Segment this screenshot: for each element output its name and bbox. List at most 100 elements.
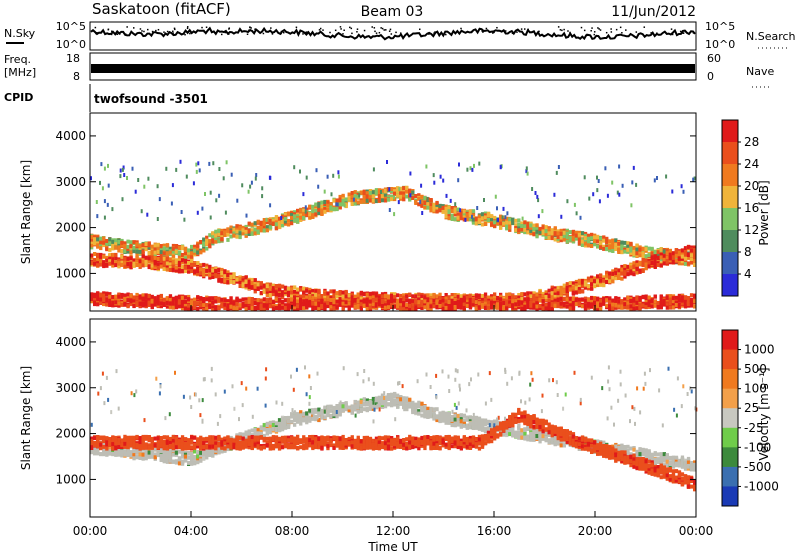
range-gate-cell	[217, 239, 221, 244]
range-gate-cell	[438, 207, 442, 212]
cpid-label: CPID	[4, 91, 33, 104]
range-gate-cell	[617, 250, 621, 254]
nsearch-point	[302, 33, 304, 35]
range-gate-cell	[259, 225, 263, 230]
range-gate-cell	[268, 293, 273, 297]
range-gate-cell	[144, 295, 148, 300]
range-gate-cell	[326, 291, 330, 296]
range-gate-cell	[311, 204, 315, 209]
range-gate-cell	[268, 302, 273, 307]
range-gate-cell	[293, 305, 297, 310]
range-gate-cell	[511, 299, 515, 304]
range-gate-cell	[617, 268, 621, 273]
range-gate-cell	[674, 250, 679, 255]
range-gate-cell	[471, 209, 476, 214]
range-gate-cell	[593, 279, 597, 284]
nsearch-point	[593, 31, 596, 33]
range-gate-cell	[408, 307, 412, 311]
range-gate-cell	[244, 224, 248, 229]
range-gate-cell	[620, 244, 624, 249]
range-gate-cell	[659, 247, 663, 252]
range-gate-cell	[408, 292, 412, 297]
range-gate-cell	[547, 288, 551, 293]
range-gate-cell	[641, 269, 645, 273]
range-gate-cell	[496, 305, 500, 310]
range-gate-cell	[541, 225, 545, 230]
range-gate-cell	[196, 295, 200, 300]
range-gate-cell	[493, 220, 497, 225]
nsearch-point	[343, 29, 345, 32]
range-gate-cell	[199, 303, 203, 308]
range-gate-cell	[368, 189, 373, 193]
range-gate-cell	[647, 253, 651, 258]
range-gate-cell	[520, 306, 524, 311]
range-gate-cell	[144, 302, 148, 307]
range-gate-cell	[453, 293, 457, 297]
range-gate-cell	[277, 220, 282, 225]
range-gate-cell	[341, 294, 345, 299]
range-gate-cell	[344, 197, 348, 202]
range-gate-cell	[614, 242, 618, 247]
range-gate-cell	[332, 289, 336, 294]
range-gate-cell	[674, 295, 679, 300]
range-gate-cell	[529, 303, 533, 308]
range-gate-cell	[514, 298, 518, 303]
range-gate-cell	[193, 248, 197, 253]
range-gate-cell	[308, 300, 312, 305]
range-gate-cell	[517, 302, 521, 307]
range-gate-cell	[153, 255, 157, 260]
range-gate-cell	[602, 301, 606, 306]
range-gate-cell	[217, 232, 221, 237]
range-gate-cell	[626, 244, 630, 249]
range-gate-cell	[580, 231, 585, 236]
range-gate-cell	[350, 295, 354, 300]
range-gate-cell	[96, 263, 100, 268]
range-gate-cell	[583, 233, 588, 238]
range-gate-cell	[374, 188, 379, 193]
nsearch-point	[248, 29, 250, 32]
range-gate-cell	[499, 295, 503, 299]
range-gate-cell	[247, 221, 251, 226]
range-gate-cell	[138, 263, 142, 268]
range-gate-cell	[577, 238, 582, 243]
range-gate-cell	[362, 195, 366, 199]
range-gate-cell	[226, 276, 230, 281]
range-gate-cell	[283, 219, 288, 224]
range-gate-cell	[593, 297, 597, 302]
range-gate-cell	[653, 299, 657, 304]
range-gate-cell	[280, 290, 285, 295]
range-gate-cell	[538, 297, 542, 302]
range-gate-cell	[623, 302, 627, 307]
range-gate-cell	[150, 302, 154, 306]
range-gate-cell	[317, 290, 321, 295]
range-gate-cell	[126, 264, 130, 269]
range-gate-cell	[638, 295, 642, 300]
range-gate-cell	[571, 298, 576, 303]
range-gate-cell	[405, 302, 409, 307]
range-gate-cell	[314, 212, 318, 217]
range-gate-cell	[644, 305, 648, 310]
range-gate-cell	[329, 206, 333, 211]
range-gate-cell	[211, 270, 215, 275]
range-gate-cell	[99, 297, 103, 302]
range-gate-cell	[208, 239, 212, 244]
range-gate-cell	[480, 304, 485, 309]
range-gate-cell	[599, 306, 603, 311]
range-gate-cell	[323, 294, 327, 299]
range-gate-cell	[683, 246, 688, 251]
range-gate-cell	[180, 246, 185, 251]
range-gate-cell	[465, 217, 469, 222]
range-gate-cell	[177, 297, 182, 302]
range-gate-cell	[159, 299, 163, 303]
range-gate-cell	[432, 204, 436, 209]
range-gate-cell	[238, 225, 242, 230]
range-gate-cell	[214, 266, 218, 271]
range-gate-cell	[165, 256, 170, 261]
range-gate-cell	[153, 302, 157, 307]
range-gate-cell	[614, 302, 618, 307]
range-gate-cell	[447, 300, 451, 304]
range-gate-cell	[262, 221, 266, 226]
range-gate-cell	[411, 190, 415, 195]
range-gate-cell	[93, 258, 97, 262]
range-gate-cell	[399, 298, 403, 303]
